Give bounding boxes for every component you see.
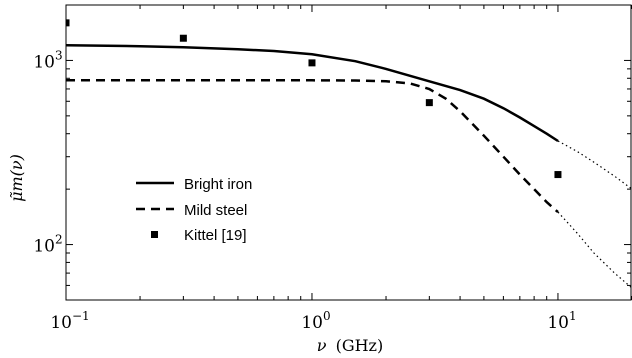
x-tick-label: 101 bbox=[547, 309, 576, 333]
legend-label-bright-iron: Bright iron bbox=[184, 176, 252, 193]
legend-label-mild-steel: Mild steel bbox=[184, 202, 247, 219]
series-extrapolation-mild-steel bbox=[557, 211, 632, 289]
y-tick-label: 102 bbox=[33, 233, 62, 257]
series-extrapolation-bright-iron bbox=[557, 140, 632, 190]
x-tick-label: 10−1 bbox=[50, 309, 89, 333]
plot-area bbox=[66, 19, 632, 289]
axes: 10−1 100 101 102 103 bbox=[33, 4, 632, 333]
x-axis-label: ν (GHz) bbox=[317, 336, 383, 355]
legend: Bright iron Mild steel Kittel [19] bbox=[136, 176, 252, 244]
series-layer bbox=[66, 19, 632, 289]
data-point-kittel-19 bbox=[66, 19, 70, 27]
data-point-kittel-19 bbox=[179, 34, 187, 42]
x-tick-label: 100 bbox=[301, 309, 330, 333]
data-point-kittel-19 bbox=[425, 99, 433, 107]
legend-label-kittel: Kittel [19] bbox=[184, 227, 247, 244]
ticks: 10−1 100 101 102 103 bbox=[33, 4, 632, 333]
series-line-bright-iron bbox=[66, 43, 559, 143]
series-line-mild-steel bbox=[66, 79, 559, 214]
x-axis-label-var: ν bbox=[317, 336, 327, 355]
legend-marker-kittel bbox=[151, 231, 158, 238]
x-axis-label-unit: (GHz) bbox=[336, 336, 384, 355]
data-point-kittel-19 bbox=[308, 59, 316, 67]
plot-frame bbox=[65, 4, 632, 301]
y-tick-label: 103 bbox=[33, 48, 62, 72]
y-axis-label: μ̃m(ν) bbox=[7, 154, 26, 202]
data-point-kittel-19 bbox=[554, 171, 562, 179]
